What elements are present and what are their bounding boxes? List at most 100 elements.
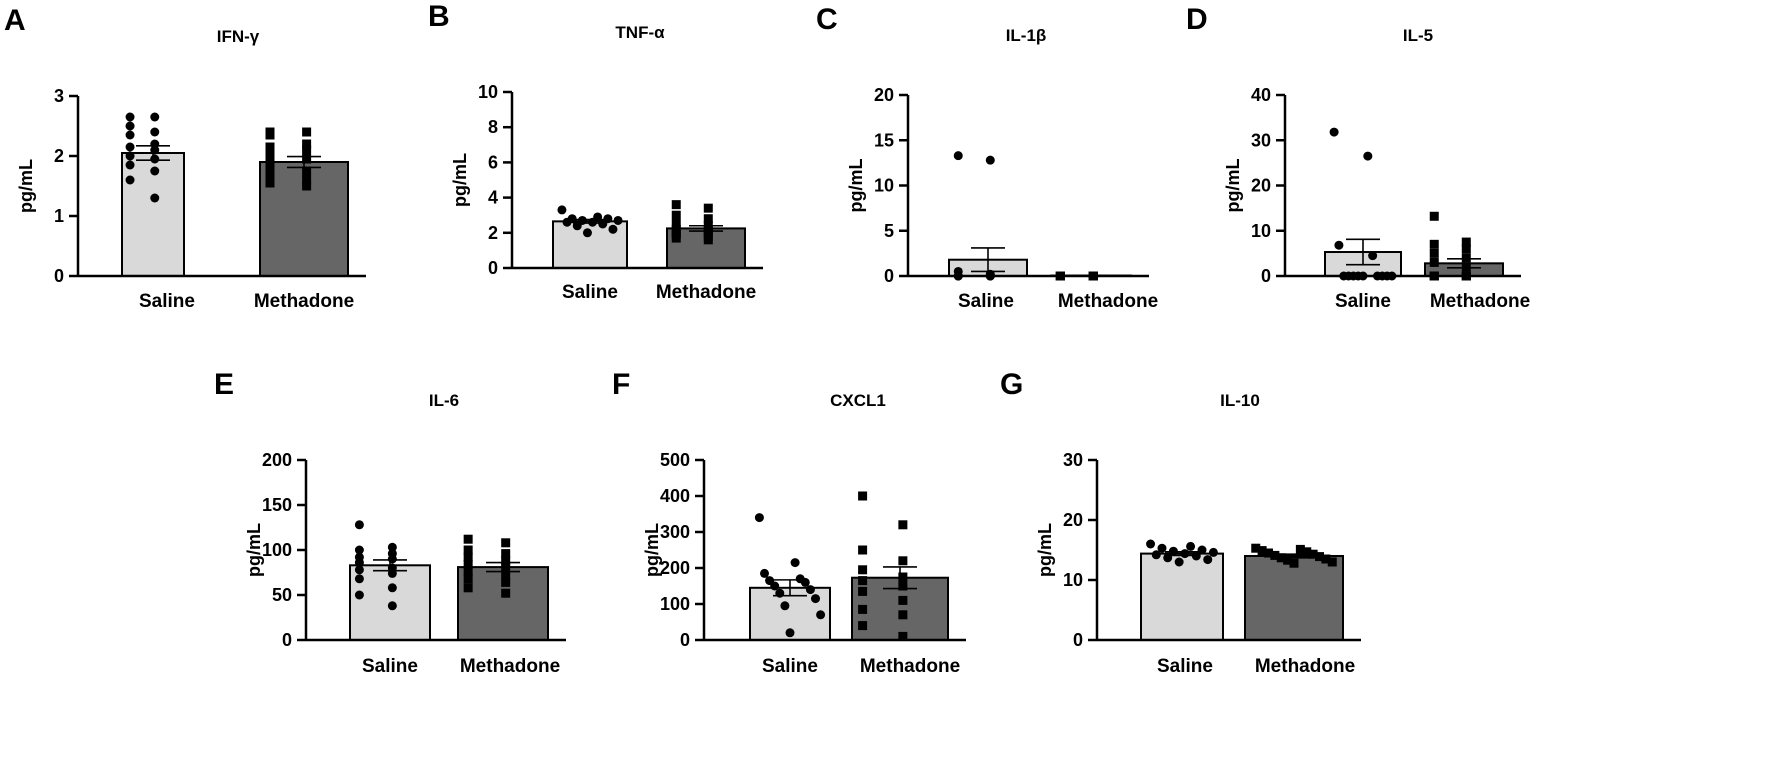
data-point-saline <box>598 219 608 229</box>
data-point-saline <box>790 558 800 568</box>
y-tick-label: 4 <box>488 188 498 208</box>
data-point-methadone <box>1270 550 1280 560</box>
data-point-saline <box>811 594 820 604</box>
data-point-methadone <box>302 166 312 176</box>
y-axis-label: pg/mL <box>16 159 36 213</box>
y-tick-label: 100 <box>660 594 690 614</box>
data-point-saline <box>125 112 135 122</box>
data-point-saline <box>1151 550 1161 560</box>
data-point-saline <box>1208 547 1218 557</box>
x-category-label: Saline <box>139 291 195 312</box>
chart-title: CXCL1 <box>830 391 886 410</box>
y-tick-label: 0 <box>54 266 64 286</box>
data-point-saline <box>588 217 598 227</box>
data-point-methadone <box>898 595 908 605</box>
y-tick-label: 0 <box>680 630 690 650</box>
y-tick-label: 10 <box>874 176 894 196</box>
data-point-methadone <box>858 491 868 501</box>
data-point-methadone <box>265 160 275 170</box>
y-tick-label: 0 <box>1261 266 1271 286</box>
data-point-methadone <box>1283 555 1293 565</box>
data-point-methadone <box>463 567 473 577</box>
data-point-methadone <box>858 545 868 555</box>
data-point-saline <box>150 127 160 137</box>
data-point-methadone <box>302 154 312 164</box>
bar-saline <box>1140 552 1224 641</box>
data-point-saline <box>1387 271 1397 281</box>
chart-title: IL-1β <box>1006 26 1047 45</box>
data-point-methadone <box>265 169 275 179</box>
data-point-saline <box>150 193 160 203</box>
y-tick-label: 1 <box>54 206 64 226</box>
chart-title: IL-6 <box>429 391 459 410</box>
x-category-label: Saline <box>1157 656 1213 677</box>
data-point-saline <box>1180 549 1190 559</box>
panel-letter: F <box>612 368 630 401</box>
data-point-saline <box>387 542 397 552</box>
data-point-saline <box>953 271 963 281</box>
data-point-saline <box>354 574 364 584</box>
data-point-saline <box>785 628 795 638</box>
bar-methadone <box>1244 555 1344 641</box>
data-point-methadone <box>898 556 908 566</box>
data-point-methadone <box>1429 239 1439 249</box>
data-point-methadone <box>1321 554 1331 564</box>
data-point-saline <box>150 112 160 122</box>
data-point-methadone <box>302 145 312 155</box>
y-axis-label: pg/mL <box>642 523 662 577</box>
data-point-saline <box>1168 546 1178 556</box>
data-point-saline <box>760 568 769 578</box>
chart-panel-e: E IL-6 pg/mL 0 50 100 150 200 Saline Methadone <box>214 368 566 677</box>
y-tick-label: 200 <box>660 558 690 578</box>
chart-panel-c: C IL-1β pg/mL 0 5 10 15 20 Saline Methadone <box>816 3 1158 312</box>
x-category-label: Saline <box>562 282 618 303</box>
data-point-saline <box>1334 240 1344 250</box>
data-point-methadone <box>1295 544 1305 554</box>
data-point-methadone <box>463 534 473 544</box>
data-point-saline <box>1363 151 1373 161</box>
y-axis-label: pg/mL <box>1035 523 1055 577</box>
x-category-label: Saline <box>1335 291 1391 312</box>
chart-panel-f: F CXCL1 pg/mL 0 100 200 300 400 500 Saline Methado… <box>612 368 966 677</box>
y-tick-label: 0 <box>1073 630 1083 650</box>
data-point-saline <box>354 565 364 575</box>
data-point-methadone <box>898 631 908 641</box>
data-point-saline <box>754 513 764 523</box>
data-point-saline <box>125 121 135 131</box>
x-category-label: Methadone <box>1430 291 1530 312</box>
data-point-methadone <box>1429 248 1439 258</box>
data-point-methadone <box>501 570 511 580</box>
data-point-saline <box>1197 545 1207 555</box>
data-point-methadone <box>703 203 713 213</box>
x-category-label: Methadone <box>460 656 560 677</box>
y-tick-label: 10 <box>478 82 498 102</box>
y-axis-label: pg/mL <box>450 153 470 207</box>
data-point-methadone <box>1257 546 1267 556</box>
data-point-saline <box>1174 557 1184 567</box>
data-point-saline <box>805 585 815 595</box>
data-point-saline <box>985 271 995 281</box>
y-tick-label: 500 <box>660 450 690 470</box>
data-point-saline <box>985 155 995 165</box>
data-point-methadone <box>1088 271 1098 281</box>
chart-title: IL-5 <box>1403 26 1433 45</box>
x-category-label: Methadone <box>1255 656 1355 677</box>
data-point-methadone <box>898 581 908 591</box>
x-category-label: Saline <box>362 656 418 677</box>
y-tick-label: 100 <box>262 540 292 560</box>
y-axis-label: pg/mL <box>846 159 866 213</box>
chart-panel-b: B TNF-α pg/mL 0 2 4 6 8 10 Saline Methadone <box>428 0 763 303</box>
data-point-methadone <box>1302 547 1312 557</box>
data-point-saline <box>1157 543 1167 553</box>
chart-panel-d: D IL-5 pg/mL 0 10 20 30 40 Saline Methadone <box>1186 3 1530 312</box>
chart-title: TNF-α <box>615 23 665 42</box>
data-point-methadone <box>302 127 312 137</box>
data-point-methadone <box>501 538 511 548</box>
data-point-methadone <box>1289 558 1299 568</box>
data-point-saline <box>800 577 810 587</box>
data-point-methadone <box>501 577 511 587</box>
data-point-saline <box>1329 127 1339 137</box>
data-point-methadone <box>1429 257 1439 267</box>
data-point-methadone <box>501 588 511 598</box>
